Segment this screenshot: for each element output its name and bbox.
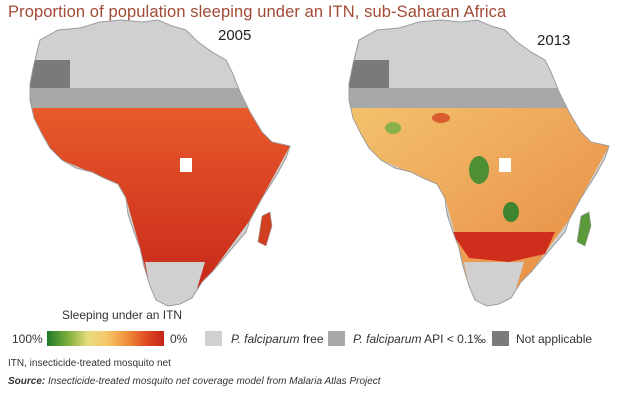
legend-pf-free-rest: free [299,332,324,346]
legend-title: Sleeping under an ITN [62,308,183,322]
legend-min-label: 0% [170,332,188,346]
source-text: Insecticide-treated mosquito net coverag… [45,376,381,387]
map-year-right: 2013 [537,32,571,49]
legend-pf-api: P. falciparum API < 0.1‰ [353,332,486,346]
legend-pf-free-species: P. falciparum [231,332,300,346]
legend-swatch-pf-free [205,331,222,346]
footnote: ITN, insecticide-treated mosquito net [8,358,171,369]
legend-pf-api-species: P. falciparum [353,332,422,346]
map-2005 [29,19,291,307]
source-line: Source: Insecticide-treated mosquito net… [8,376,381,387]
legend-pf-free: P. falciparum free [231,332,324,346]
figure-title: Proportion of population sleeping under … [8,3,507,21]
legend-gradient [47,331,164,346]
legend-not-applicable: Not applicable [516,332,593,346]
source-label: Source: [8,376,46,387]
legend-pf-api-rest: API < 0.1‰ [421,332,486,346]
legend-swatch-pf-api [328,331,345,346]
legend-swatch-not-applicable [492,331,509,346]
legend-max-label: 100% [12,332,43,346]
map-year-left: 2005 [218,27,252,44]
